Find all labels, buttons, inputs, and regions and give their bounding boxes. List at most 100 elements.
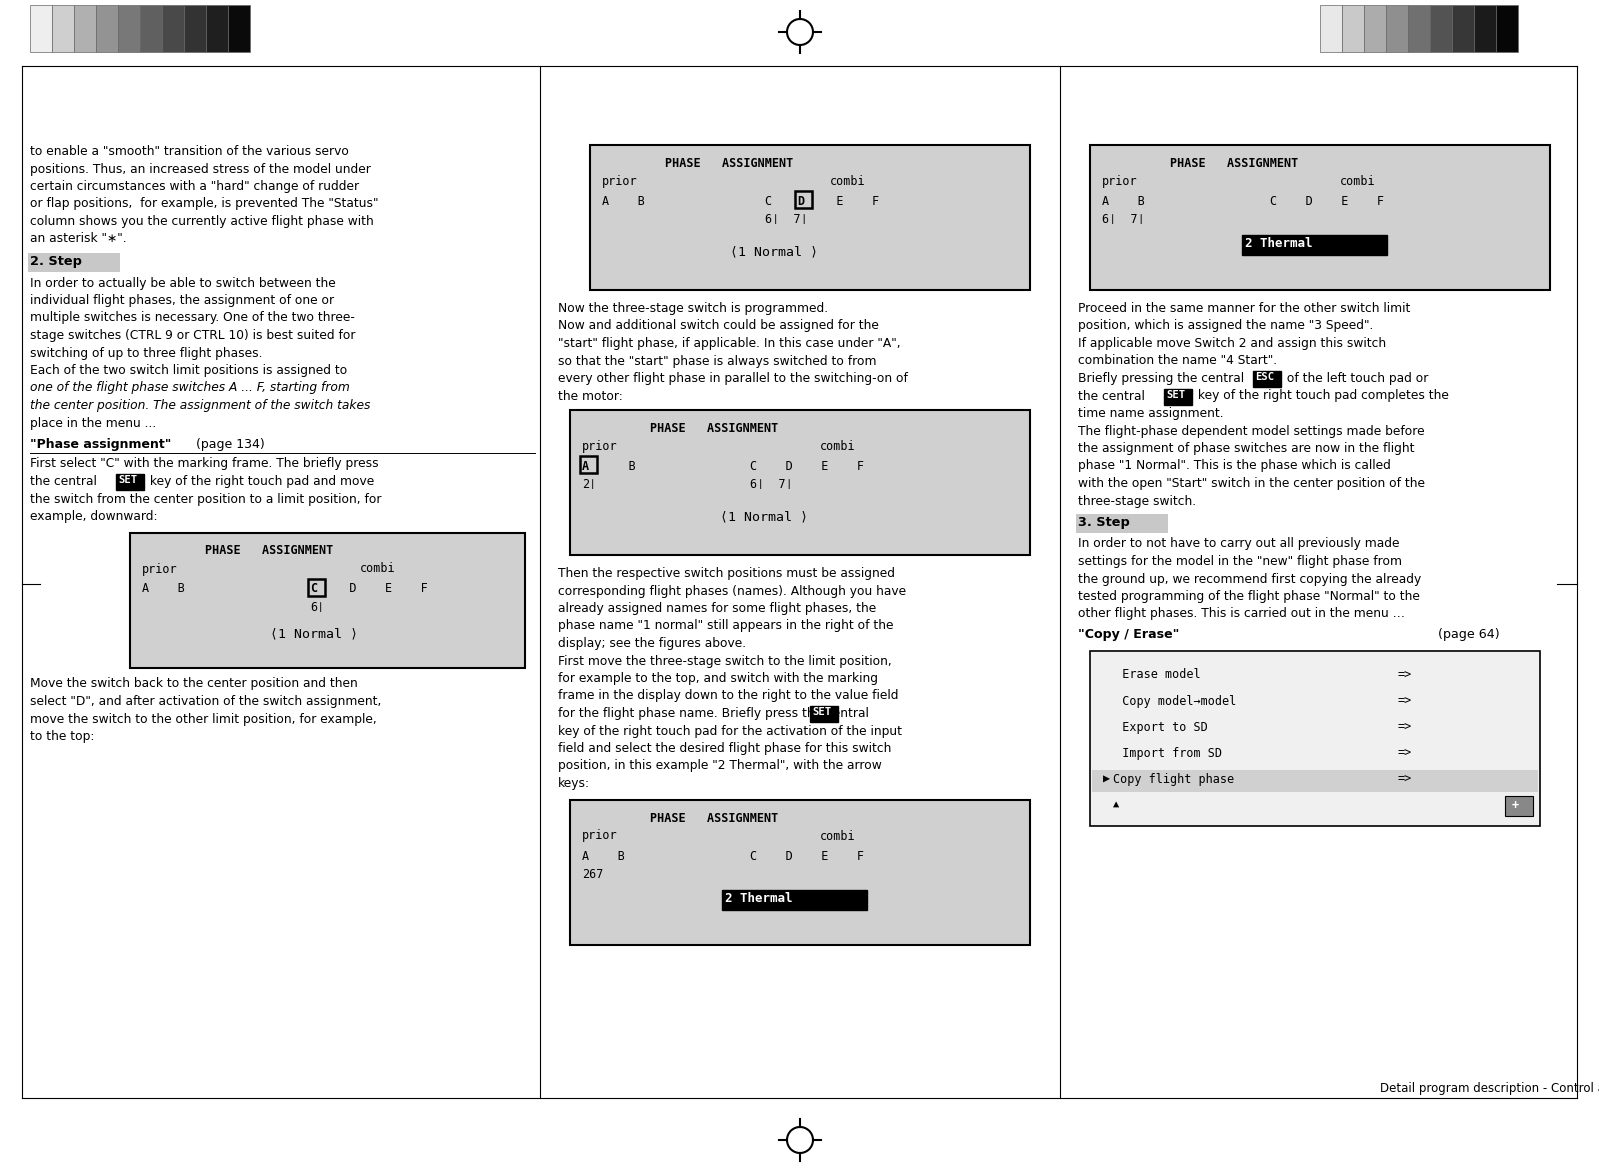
Text: combi: combi <box>360 563 395 576</box>
Text: key of the right touch pad completes the: key of the right touch pad completes the <box>1194 389 1449 403</box>
Bar <box>74 5 96 53</box>
Text: (page 134): (page 134) <box>192 438 265 451</box>
Text: the assignment of phase switches are now in the flight: the assignment of phase switches are now… <box>1078 442 1415 456</box>
Text: PHASE   ASSIGNMENT: PHASE ASSIGNMENT <box>205 544 333 557</box>
Text: combi: combi <box>830 175 865 188</box>
Text: select "D", and after activation of the switch assignment,: select "D", and after activation of the … <box>30 695 382 708</box>
Text: Proceed in the same manner for the other switch limit: Proceed in the same manner for the other… <box>1078 303 1410 315</box>
Bar <box>1505 795 1533 815</box>
Text: prior: prior <box>582 440 617 453</box>
Bar <box>1474 5 1497 53</box>
Bar <box>1430 5 1452 53</box>
Text: an asterisk "∗".: an asterisk "∗". <box>30 232 126 245</box>
Text: 267: 267 <box>582 868 603 881</box>
Text: settings for the model in the "new" flight phase from: settings for the model in the "new" flig… <box>1078 555 1402 568</box>
Text: A    B: A B <box>601 195 644 208</box>
Text: =>: => <box>1398 721 1412 734</box>
Text: or flap positions,  for example, is prevented The "Status": or flap positions, for example, is preve… <box>30 197 379 210</box>
Text: =>: => <box>1398 772 1412 786</box>
Text: phase name "1 normal" still appears in the right of the: phase name "1 normal" still appears in t… <box>558 619 894 633</box>
Text: ⟨1 Normal ⟩: ⟨1 Normal ⟩ <box>270 627 358 640</box>
Bar <box>590 145 1030 290</box>
Text: Detail program description - Control adjust     257: Detail program description - Control adj… <box>1380 1082 1599 1096</box>
Text: Move the switch back to the center position and then: Move the switch back to the center posit… <box>30 677 358 690</box>
Bar <box>1364 5 1386 53</box>
Text: 2 Thermal: 2 Thermal <box>724 891 793 904</box>
Text: Then the respective switch positions must be assigned: Then the respective switch positions mus… <box>558 566 895 580</box>
Text: frame in the display down to the right to the value field: frame in the display down to the right t… <box>558 689 899 702</box>
Text: prior: prior <box>601 175 638 188</box>
Text: every other flight phase in parallel to the switching-on of: every other flight phase in parallel to … <box>558 371 908 385</box>
Text: Import from SD: Import from SD <box>1108 746 1222 759</box>
Bar <box>1452 5 1474 53</box>
Text: Copy model→model: Copy model→model <box>1108 695 1236 708</box>
Text: 2 Thermal: 2 Thermal <box>1246 237 1313 250</box>
Bar <box>184 5 206 53</box>
Text: "start" flight phase, if applicable. In this case under "A",: "start" flight phase, if applicable. In … <box>558 338 900 350</box>
Text: ESC: ESC <box>1255 371 1274 382</box>
Text: 6❘  7❘: 6❘ 7❘ <box>764 213 807 225</box>
Text: for example to the top, and switch with the marking: for example to the top, and switch with … <box>558 672 878 684</box>
Text: D: D <box>796 195 804 208</box>
Text: the switch from the center position to a limit position, for: the switch from the center position to a… <box>30 493 382 506</box>
Bar <box>309 578 325 596</box>
Text: with the open "Start" switch in the center position of the: with the open "Start" switch in the cent… <box>1078 477 1425 491</box>
Bar <box>1091 651 1540 826</box>
Bar <box>141 5 161 53</box>
Text: ⟨1 Normal ⟩: ⟨1 Normal ⟩ <box>720 510 807 523</box>
Bar <box>1164 389 1191 404</box>
Text: position, in this example "2 Thermal", with the arrow: position, in this example "2 Thermal", w… <box>558 759 881 772</box>
Text: three-stage switch.: three-stage switch. <box>1078 494 1196 508</box>
Text: Now the three-stage switch is programmed.: Now the three-stage switch is programmed… <box>558 303 828 315</box>
Text: 6❘  7❘: 6❘ 7❘ <box>750 478 793 491</box>
Text: A: A <box>582 460 588 473</box>
Text: ⟨1 Normal ⟩: ⟨1 Normal ⟩ <box>731 245 819 258</box>
Text: A    B: A B <box>1102 195 1145 208</box>
Text: of the left touch pad or: of the left touch pad or <box>1282 371 1428 385</box>
Text: Now and additional switch could be assigned for the: Now and additional switch could be assig… <box>558 320 879 333</box>
Text: 2❘: 2❘ <box>582 478 596 491</box>
Bar <box>206 5 229 53</box>
Text: Erase model: Erase model <box>1108 668 1201 681</box>
Text: time name assignment.: time name assignment. <box>1078 406 1223 420</box>
Text: the ground up, we recommend first copying the already: the ground up, we recommend first copyin… <box>1078 572 1422 585</box>
Text: other flight phases. This is carried out in the menu …: other flight phases. This is carried out… <box>1078 607 1406 620</box>
Text: to enable a "smooth" transition of the various servo: to enable a "smooth" transition of the v… <box>30 145 349 158</box>
Text: A    B: A B <box>582 849 625 862</box>
Text: SET: SET <box>118 475 138 485</box>
Text: combination the name "4 Start".: combination the name "4 Start". <box>1078 355 1278 368</box>
Text: one of the flight phase switches A ... F, starting from: one of the flight phase switches A ... F… <box>30 382 350 395</box>
Text: =>: => <box>1398 695 1412 708</box>
Bar <box>723 890 867 910</box>
Bar <box>161 5 184 53</box>
Text: multiple switches is necessary. One of the two three-: multiple switches is necessary. One of t… <box>30 312 355 325</box>
Text: Copy flight phase: Copy flight phase <box>1113 772 1234 786</box>
Bar <box>569 800 1030 945</box>
Text: PHASE   ASSIGNMENT: PHASE ASSIGNMENT <box>665 157 793 171</box>
Text: 2. Step: 2. Step <box>30 255 82 267</box>
Text: 6❘  7❘: 6❘ 7❘ <box>1102 213 1145 225</box>
Text: If applicable move Switch 2 and assign this switch: If applicable move Switch 2 and assign t… <box>1078 338 1386 350</box>
Text: to the top:: to the top: <box>30 730 94 743</box>
Text: certain circumstances with a "hard" change of rudder: certain circumstances with a "hard" chan… <box>30 180 360 193</box>
Text: key of the right touch pad for the activation of the input: key of the right touch pad for the activ… <box>558 724 902 737</box>
Text: C    D    E    F: C D E F <box>750 849 863 862</box>
Text: combi: combi <box>820 829 855 842</box>
Text: B: B <box>600 460 636 473</box>
Text: PHASE   ASSIGNMENT: PHASE ASSIGNMENT <box>651 422 779 434</box>
Text: A    B: A B <box>142 583 185 596</box>
Text: =>: => <box>1398 668 1412 681</box>
Text: the central: the central <box>30 475 101 488</box>
Text: tested programming of the flight phase "Normal" to the: tested programming of the flight phase "… <box>1078 590 1420 603</box>
Text: 3. Step: 3. Step <box>1078 516 1130 529</box>
Bar <box>795 192 812 208</box>
Text: positions. Thus, an increased stress of the model under: positions. Thus, an increased stress of … <box>30 162 371 175</box>
Text: D    E    F: D E F <box>328 583 429 596</box>
Text: phase "1 Normal". This is the phase which is called: phase "1 Normal". This is the phase whic… <box>1078 459 1391 473</box>
Bar <box>1242 235 1386 255</box>
Text: combi: combi <box>1340 175 1375 188</box>
Bar <box>96 5 118 53</box>
Bar <box>29 253 120 272</box>
Text: C: C <box>764 195 787 208</box>
Text: for the flight phase name. Briefly press the central: for the flight phase name. Briefly press… <box>558 707 873 719</box>
